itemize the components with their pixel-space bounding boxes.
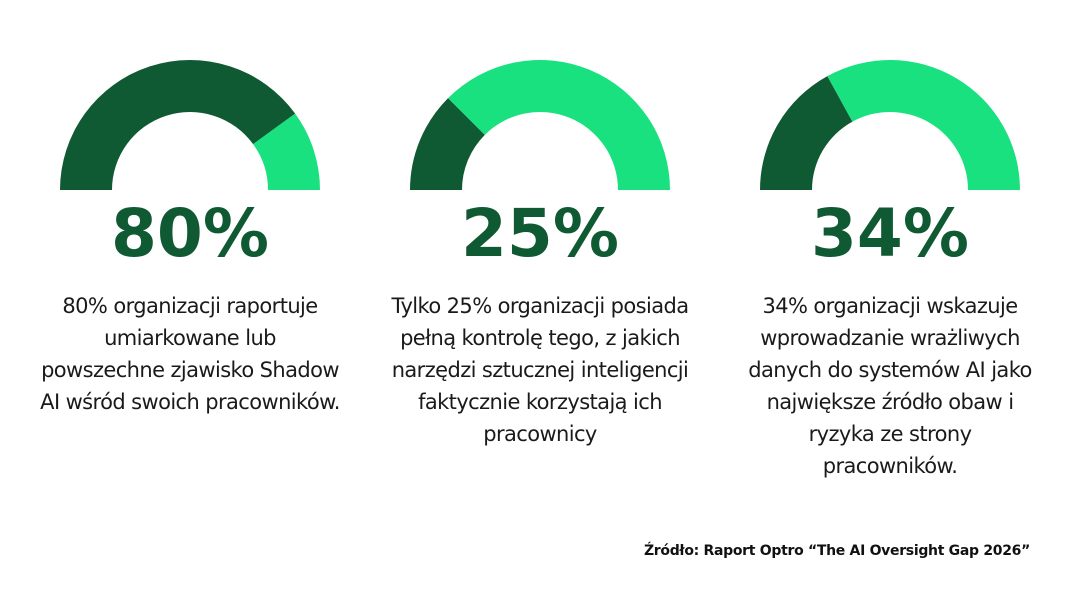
gauge-chart-1 bbox=[60, 60, 320, 191]
gauge-1-remainder-segment bbox=[253, 113, 320, 190]
gauge-description-2: Tylko 25% organizacji posiada pełną kont… bbox=[391, 294, 690, 446]
gauge-value-1: 80% bbox=[111, 195, 269, 272]
gauge-2-value-segment bbox=[410, 98, 485, 190]
gauge-3-value-segment bbox=[760, 76, 853, 190]
gauge-description-3: 34% organizacji wskazuje wprowadzanie wr… bbox=[748, 294, 1032, 478]
gauge-value-2: 25% bbox=[461, 195, 619, 272]
gauge-1-value-segment bbox=[60, 60, 296, 191]
source-note: Źródło: Raport Optro “The AI Oversight G… bbox=[643, 543, 1030, 559]
gauge-value-3: 34% bbox=[811, 195, 969, 272]
gauge-description-1: 80% organizacji raportuje umiarkowane lu… bbox=[40, 294, 340, 414]
gauge-3-remainder-segment bbox=[827, 60, 1020, 191]
gauge-2-remainder-segment bbox=[448, 59, 670, 190]
gauge-chart-3 bbox=[760, 60, 1020, 191]
gauge-chart-2 bbox=[410, 59, 670, 190]
